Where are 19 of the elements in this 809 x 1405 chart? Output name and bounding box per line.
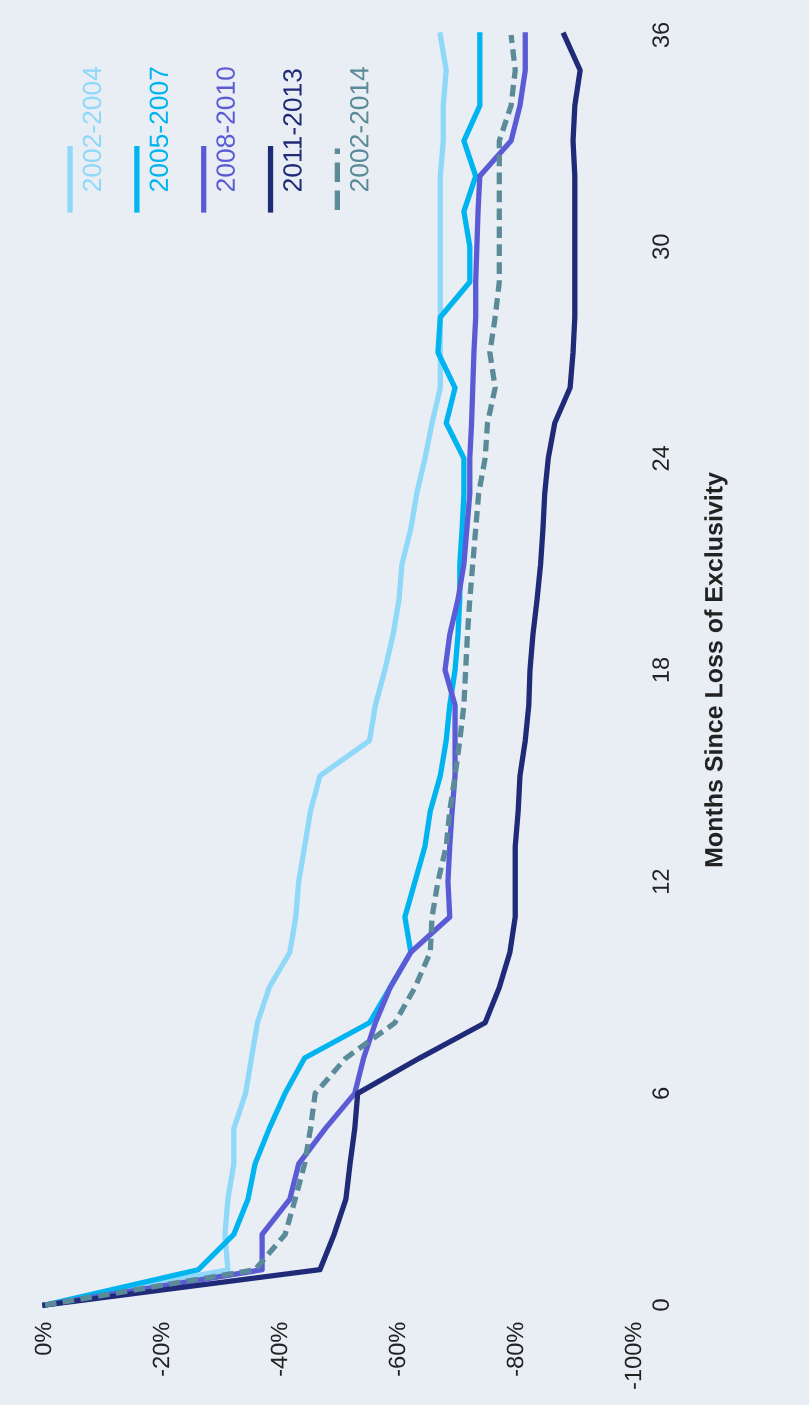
y-tick-label: 24	[652, 445, 669, 471]
y-tick-label: 6	[652, 1087, 670, 1099]
y-tick-label: 18	[652, 657, 670, 682]
y-tick-label: 12	[652, 869, 669, 893]
y-tick-label: 0	[652, 1299, 670, 1311]
x-tick-label: -60%	[388, 1322, 406, 1376]
x-tick-label: 0%	[34, 1322, 52, 1355]
text: 2008-2010	[216, 67, 235, 192]
x-tick-label: -40%	[270, 1322, 288, 1376]
text: 2002-2004	[82, 66, 102, 192]
x-tick-label: -100%	[624, 1322, 642, 1389]
text: 2005-2007	[149, 67, 169, 192]
y-axis-title: Months Since Loss of Exclusivity	[704, 472, 728, 867]
text: 2002-2014	[349, 66, 369, 192]
x-tick-label: -20%	[152, 1322, 170, 1376]
y-tick-label: 30	[652, 234, 670, 259]
y-tick-label: 36	[652, 22, 670, 48]
text: 2011-2013	[283, 69, 302, 192]
x-tick-label: -80%	[506, 1322, 524, 1376]
